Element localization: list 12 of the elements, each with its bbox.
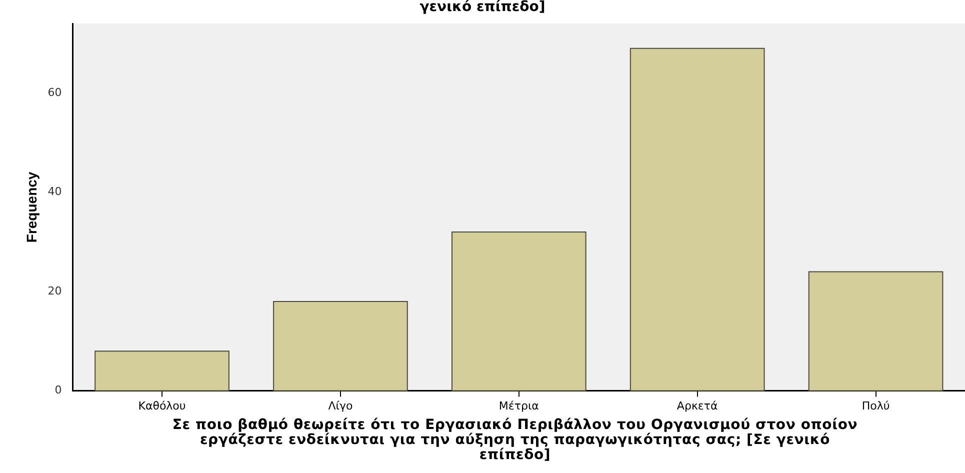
y-tick-label: 20 [48, 284, 62, 298]
x-tick-label: Μέτρια [498, 399, 539, 412]
x-tick-label: Λίγο [328, 399, 353, 412]
x-tick-label: Καθόλου [138, 399, 186, 412]
chart-title: γενικό επίπεδο] [418, 0, 546, 15]
x-axis-title: Σε ποιο βαθμό θεωρείτε ότι το Εργασιακό Περιβάλλον του Οργανισμού στον οποίον εργάζεστε ενδείκνυται για την αύξηση της παραγωγικότητας σας; [Σε γενικό επίπεδο] [171, 417, 859, 463]
y-tick-label: 40 [48, 185, 62, 198]
y-tick-label: 0 [54, 384, 62, 397]
x-tick-label: Αρκετά [676, 399, 718, 412]
y-tick-label: 60 [48, 86, 62, 99]
x-tick-label: Πολύ [862, 399, 890, 412]
y-axis-title: Frequency [23, 172, 40, 243]
